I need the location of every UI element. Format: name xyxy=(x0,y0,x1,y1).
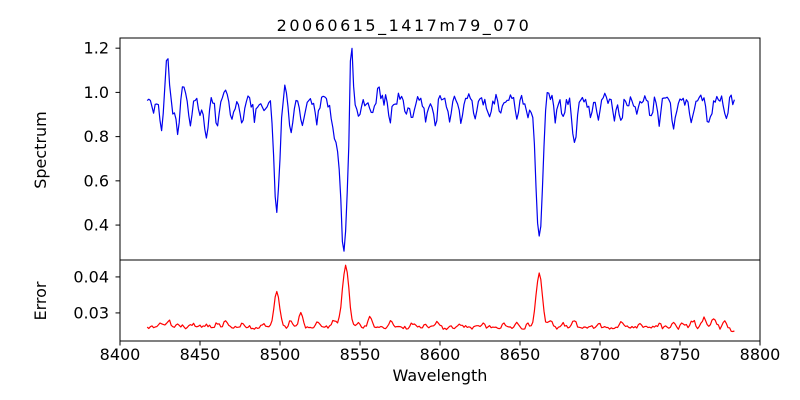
spectrum-y-tick-label: 0.8 xyxy=(84,127,109,146)
error-axes-frame xyxy=(119,259,761,342)
x-axis: 8400 8450 8500 8550 8600 8650 8700 8750 8800 xyxy=(100,341,781,364)
error-y-tick-label: 0.04 xyxy=(73,267,109,286)
x-tick-label: 8650 xyxy=(500,345,541,364)
spectrum-line xyxy=(146,47,735,252)
x-tick-label: 8550 xyxy=(340,345,381,364)
x-tick-label: 8600 xyxy=(420,345,461,364)
x-tick-label: 8700 xyxy=(580,345,621,364)
x-tick-label: 8800 xyxy=(740,345,781,364)
x-label: Wavelength xyxy=(393,366,488,385)
y-label-error: Error xyxy=(31,281,50,320)
error-y-tick-label: 0.03 xyxy=(73,303,109,322)
x-tick-label: 8500 xyxy=(260,345,301,364)
spectrum-y-tick-label: 0.4 xyxy=(84,216,109,235)
spectrum-y-tick-label: 1.0 xyxy=(84,83,109,102)
spectrum-y-tick-label: 1.2 xyxy=(84,39,109,58)
x-tick-label: 8750 xyxy=(660,345,701,364)
spectrum-y-tick-label: 0.6 xyxy=(84,171,109,190)
error-panel: 0.03 0.04 xyxy=(73,264,735,333)
x-tick-label: 8450 xyxy=(180,345,221,364)
spectrum-panel: 0.4 0.6 0.8 1.0 1.2 xyxy=(84,39,735,252)
error-line xyxy=(146,264,735,333)
chart-title: 20060615_1417m79_070 xyxy=(277,16,532,36)
x-tick-label: 8400 xyxy=(100,345,141,364)
y-label-spectrum: Spectrum xyxy=(31,111,50,189)
